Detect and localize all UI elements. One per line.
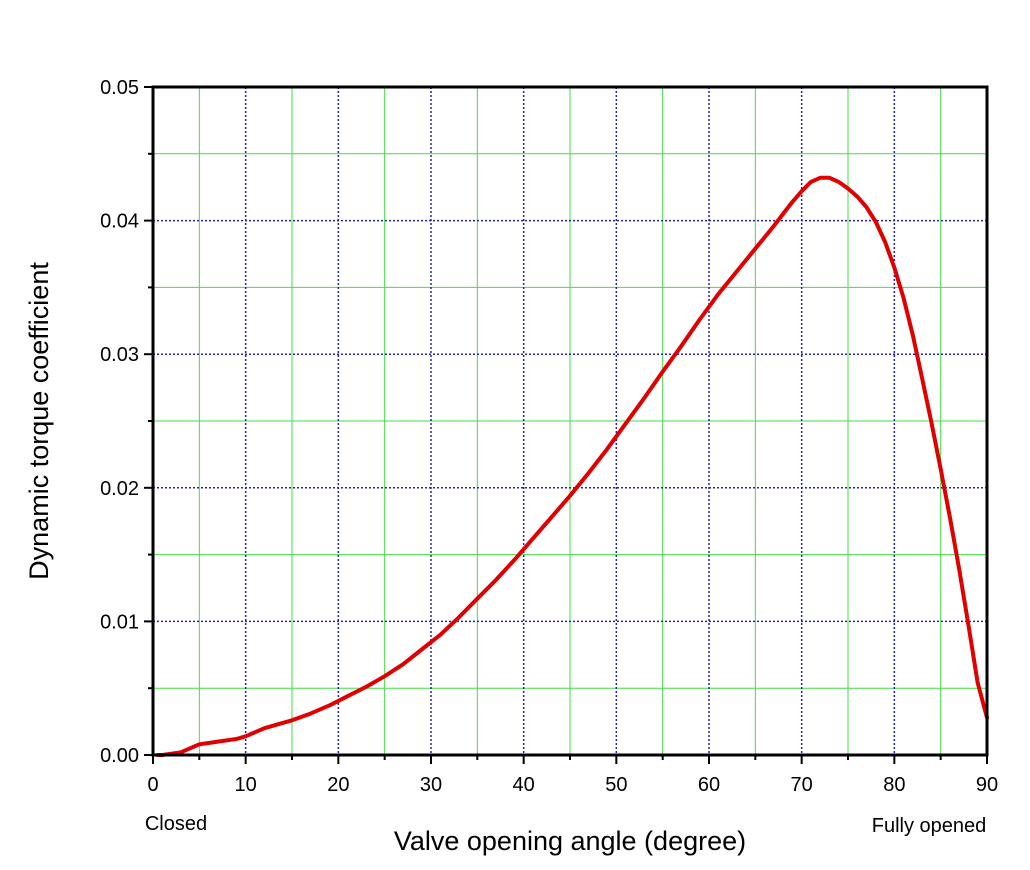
- x-tick-label: 90: [976, 774, 998, 796]
- x-tick-label: 60: [698, 774, 720, 796]
- series-line: [155, 175, 989, 757]
- x-tick-label: 50: [605, 774, 627, 796]
- x-tick-label: 30: [420, 774, 442, 796]
- x-tick-label: 80: [883, 774, 905, 796]
- minor-grid: [153, 87, 987, 755]
- x-tick-label: 0: [147, 774, 158, 796]
- closed-annotation: Closed: [145, 813, 207, 835]
- y-axis-title: Dynamic torque coefficient: [24, 262, 54, 580]
- tick-labels: 0 10 20 30 40 50 60 70 80 90 0.00 0.01 0.02 0.03 0.04 0…: [100, 77, 998, 796]
- series-layer: [155, 175, 989, 757]
- fully-opened-annotation: Fully opened: [872, 815, 987, 837]
- y-tick-label: 0.05: [100, 77, 139, 99]
- y-tick-label: 0.00: [100, 745, 139, 767]
- axis-ticks: [144, 86, 988, 764]
- y-tick-label: 0.03: [100, 344, 139, 366]
- x-tick-label: 70: [791, 774, 813, 796]
- major-grid: [153, 87, 987, 755]
- x-tick-label: 10: [235, 774, 257, 796]
- y-tick-label: 0.02: [100, 478, 139, 500]
- x-axis-title: Valve opening angle (degree): [394, 826, 746, 856]
- x-tick-label: 20: [327, 774, 349, 796]
- y-tick-label: 0.01: [100, 611, 139, 633]
- y-tick-label: 0.04: [100, 211, 139, 233]
- x-tick-label: 40: [513, 774, 535, 796]
